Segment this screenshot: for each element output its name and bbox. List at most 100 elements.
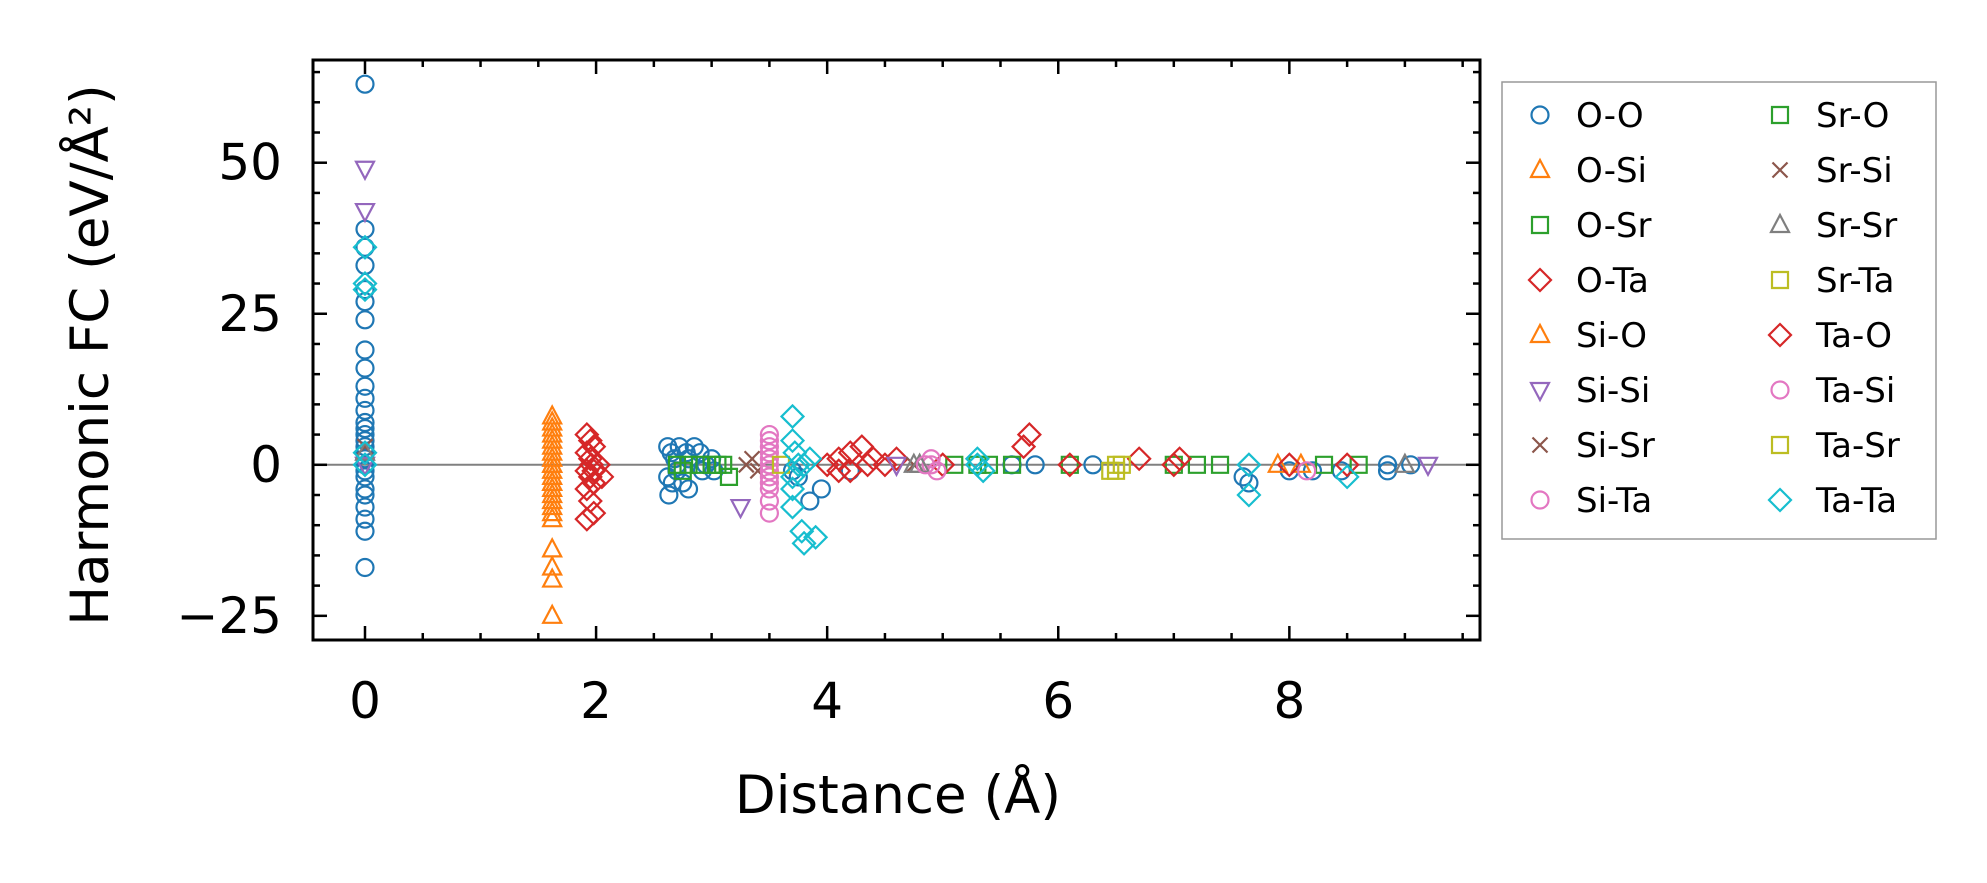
data-point [355, 376, 375, 396]
data-point [354, 456, 376, 478]
data-point [921, 455, 941, 475]
data-point [678, 479, 699, 499]
data-point [759, 449, 780, 469]
data-point [1233, 467, 1253, 487]
legend-marker [1767, 322, 1793, 348]
data-point [759, 473, 780, 493]
data-point [915, 455, 935, 475]
data-point [789, 518, 815, 544]
legend-item: Ta-O [1767, 316, 1892, 356]
data-point [1126, 446, 1152, 472]
data-point [355, 557, 375, 578]
data-point [541, 506, 564, 528]
data-point [355, 358, 375, 378]
data-point [1002, 455, 1022, 474]
legend-marker [1771, 161, 1789, 179]
data-point [355, 237, 375, 257]
data-point [574, 506, 600, 532]
legend-marker [1767, 487, 1793, 513]
legend-item: Ta-Sr [1770, 426, 1900, 466]
data-point [354, 440, 376, 461]
data-point [1297, 461, 1317, 481]
data-point [1394, 452, 1416, 473]
data-point [541, 458, 564, 479]
data-point [779, 403, 806, 430]
data-point [355, 74, 375, 94]
data-point [352, 452, 378, 478]
data-point [541, 404, 564, 425]
data-point [800, 491, 820, 511]
data-point [659, 485, 679, 505]
data-point [541, 452, 564, 473]
data-point [779, 464, 806, 490]
legend-marker [1770, 105, 1790, 125]
data-point [1011, 434, 1037, 460]
data-point [759, 455, 780, 475]
data-point [1025, 455, 1045, 475]
data-point [885, 456, 908, 478]
data-point [1016, 422, 1042, 448]
legend-label: Sr-Si [1816, 151, 1893, 191]
data-point [355, 388, 375, 408]
data-point [541, 440, 564, 461]
y-axis-title: Harmonic FC (eV/Å²) [57, 84, 121, 625]
legend-item: Ta-Ta [1767, 481, 1897, 521]
legend-item: O-Si [1529, 151, 1647, 191]
legend-item: Si-Si [1529, 371, 1650, 411]
legend-label: Sr-Sr [1816, 206, 1897, 246]
legend-label: O-Si [1576, 151, 1647, 191]
data-point [577, 488, 603, 514]
y-axis: −25 0 25 50 [176, 70, 1480, 645]
legend: O-O O-Si O-Sr O-Ta Si-O Si-Si Si-Sr Si-Ta Sr-O Sr… [1501, 81, 1937, 540]
data-point [574, 422, 600, 448]
data-point [1266, 452, 1289, 473]
data-point [662, 473, 682, 493]
legend-item: Sr-Si [1771, 151, 1893, 191]
data-point [684, 437, 704, 457]
plot-area [311, 58, 1482, 642]
y-tick-label: 50 [218, 134, 282, 192]
data-point [759, 424, 780, 445]
y-tick-label: 0 [250, 436, 282, 494]
data-point [673, 461, 692, 480]
data-point [541, 500, 564, 522]
y-tick-label: −25 [176, 587, 282, 645]
data-point [759, 431, 780, 451]
data-point [1057, 452, 1083, 478]
legend-marker [1531, 436, 1549, 454]
data-point [577, 428, 603, 454]
data-point [574, 476, 600, 502]
data-point [970, 458, 996, 484]
data-point [589, 464, 615, 490]
data-point [788, 467, 808, 487]
x-axis: 0 2 4 6 8 [349, 60, 1464, 730]
data-point [719, 467, 739, 486]
data-point [541, 422, 564, 443]
x-tick-label: 6 [1042, 672, 1074, 730]
data-point [1401, 455, 1421, 475]
plot-frame [311, 58, 1482, 642]
data-point [541, 446, 564, 467]
data-point [541, 488, 564, 510]
data-point [759, 443, 780, 463]
data-point [541, 603, 564, 624]
data-point [581, 458, 607, 484]
data-point [779, 476, 806, 502]
legend-label: Si-Si [1576, 371, 1650, 411]
data-point [759, 491, 780, 511]
data-point [903, 452, 925, 473]
data-point [729, 498, 752, 520]
legend-item: Si-Sr [1531, 426, 1655, 466]
data-point [355, 310, 375, 330]
data-point [708, 455, 727, 474]
legend-marker [1529, 322, 1551, 344]
x-tick-label: 4 [811, 672, 843, 730]
data-point [1377, 455, 1398, 475]
data-point [759, 461, 780, 481]
data-point [1210, 455, 1230, 474]
x-tick-label: 8 [1273, 672, 1305, 730]
data-point [791, 452, 817, 478]
data-point [541, 555, 564, 576]
data-point [541, 416, 564, 437]
data-point [355, 485, 375, 505]
